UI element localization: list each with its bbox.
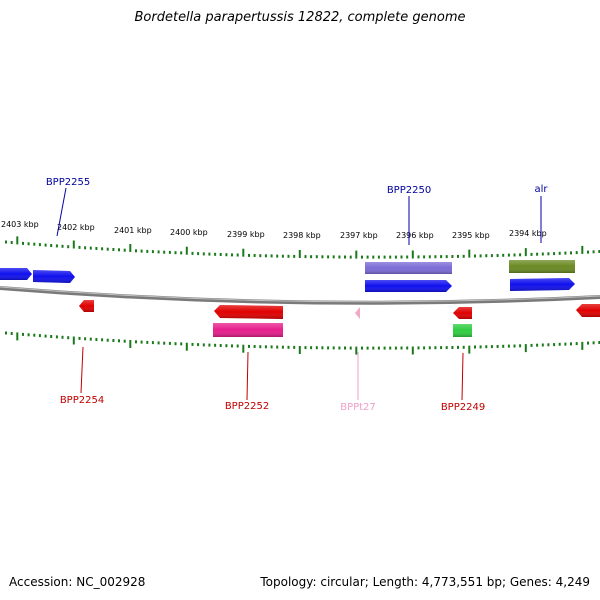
gene-label-BPPt27[interactable]: BPPt27: [340, 402, 376, 413]
ruler-label: 2394 kbp: [509, 229, 547, 238]
ruler-label: 2402 kbp: [57, 223, 95, 232]
gene-label-BPP2252[interactable]: BPP2252: [225, 401, 269, 412]
ruler-label: 2400 kbp: [170, 228, 208, 237]
ruler-label: 2399 kbp: [227, 230, 265, 239]
map-title: Bordetella parapertussis 12822, complete…: [134, 10, 466, 25]
ruler-label: 2395 kbp: [452, 231, 490, 240]
accession-text: Accession: NC_002928: [9, 575, 146, 589]
gene-feature[interactable]: [576, 304, 600, 317]
topology-text: Topology: circular; Length: 4,773,551 bp…: [260, 575, 590, 589]
ruler-label: 2396 kbp: [396, 231, 434, 240]
gene-label-BPP2250[interactable]: BPP2250: [387, 185, 431, 196]
ruler-label: 2398 kbp: [283, 231, 321, 240]
gene-label-alr[interactable]: alr: [534, 184, 548, 195]
reverse-strand-genes: [79, 300, 600, 337]
ruler-label: 2397 kbp: [340, 231, 378, 240]
gene-BPP2250[interactable]: [365, 280, 452, 292]
gene-feature[interactable]: [0, 268, 32, 280]
gene-BPP2252[interactable]: [214, 305, 283, 319]
genome-backbone: [0, 286, 600, 305]
gene-BPP2249-track2[interactable]: [453, 324, 472, 337]
gene-alr-track2[interactable]: [509, 260, 575, 273]
gene-BPP2250-track2[interactable]: [365, 262, 452, 274]
ruler-label: 2403 kbp: [1, 220, 39, 229]
forward-strand-genes: [0, 260, 575, 292]
ruler-labels: 2403 kbp 2402 kbp 2401 kbp 2400 kbp 2399…: [1, 220, 547, 240]
gene-BPPt27[interactable]: [355, 307, 360, 319]
gene-BPP2254[interactable]: [79, 300, 94, 312]
gene-BPP2252-track2[interactable]: [213, 323, 283, 337]
gene-alr[interactable]: [510, 278, 575, 291]
gene-label-BPP2254[interactable]: BPP2254: [60, 395, 104, 406]
gene-label-BPP2255[interactable]: BPP2255: [46, 177, 90, 188]
ruler-label: 2401 kbp: [114, 226, 152, 235]
label-leaders: [56, 187, 542, 401]
gene-label-BPP2249[interactable]: BPP2249: [441, 402, 485, 413]
outer-ruler-ticks: [5, 236, 600, 259]
gene-BPP2249[interactable]: [453, 307, 472, 319]
gene-labels: BPP2255 BPP2250 alr BPP2254 BPP2252 BPPt…: [46, 177, 549, 413]
inner-ruler-ticks: [5, 331, 600, 355]
gene-BPP2255[interactable]: [33, 270, 75, 283]
